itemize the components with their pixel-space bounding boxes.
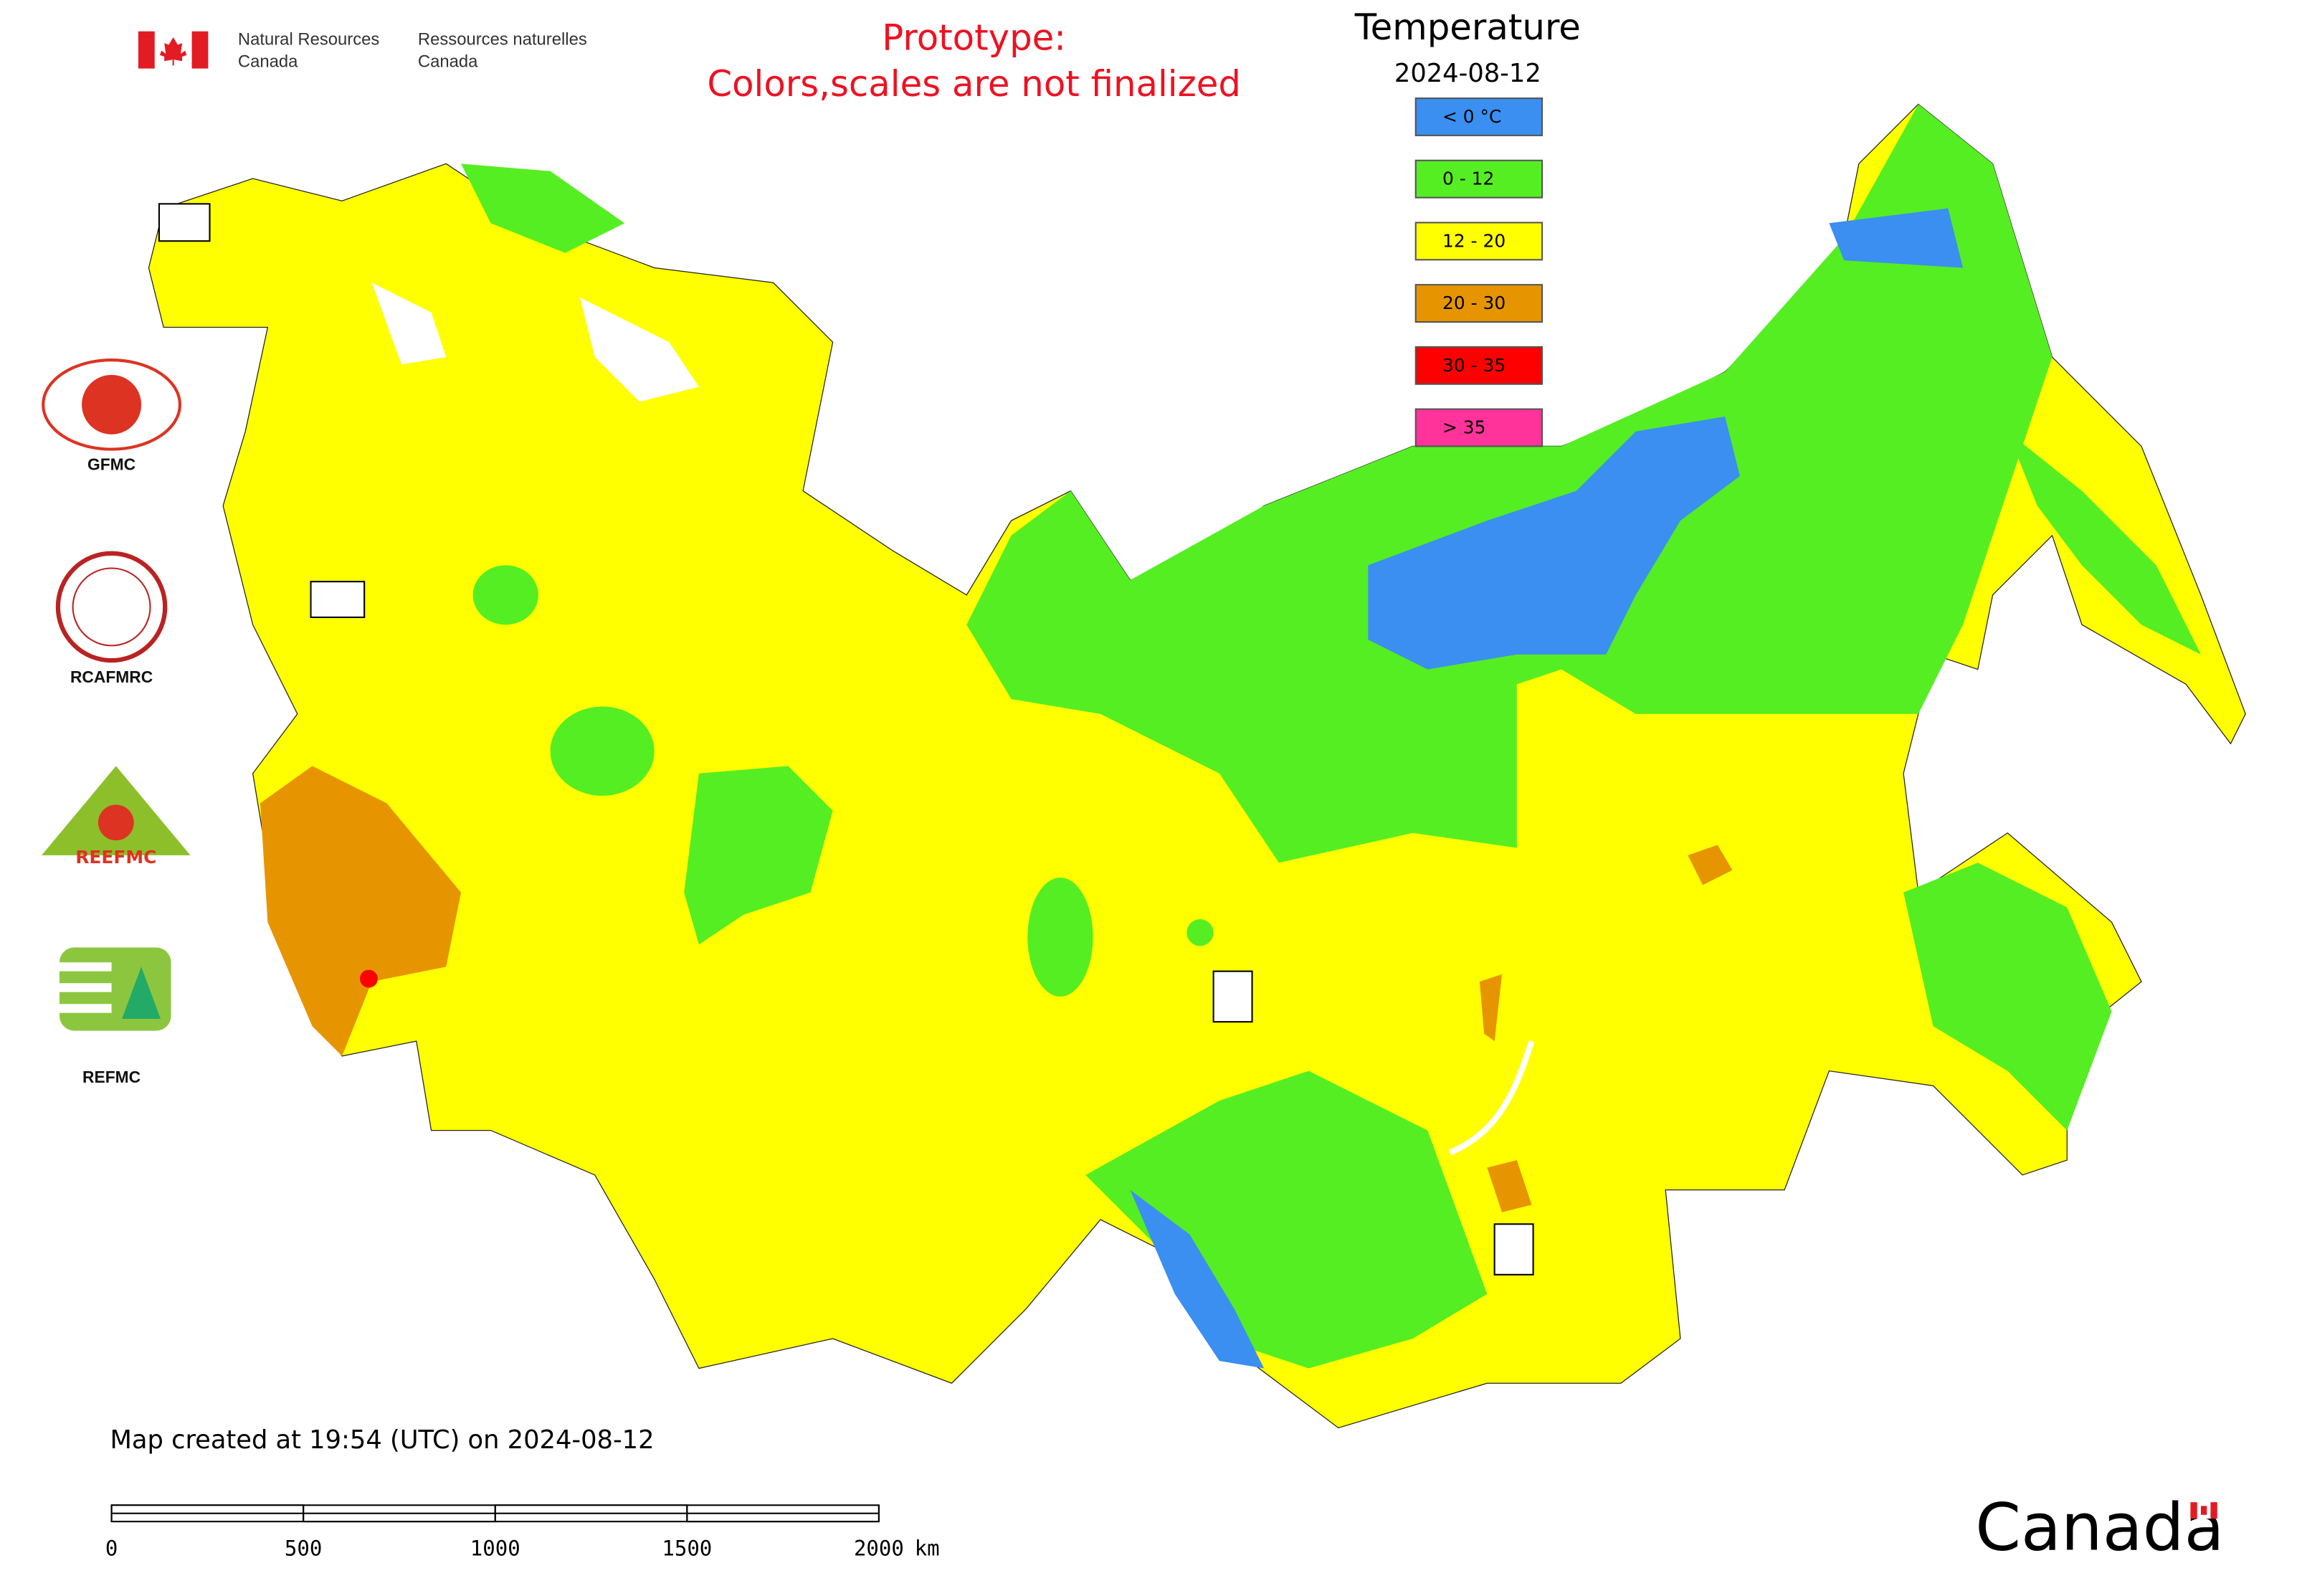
cool-region <box>1027 877 1093 997</box>
logo-text: REEFMC <box>75 847 156 868</box>
scale-tick-label: 0 <box>105 1536 118 1561</box>
cold-region <box>1130 1189 1265 1369</box>
cool-region <box>2007 431 2201 655</box>
warm-region <box>1688 845 1733 885</box>
scale-bar: 0 500 1000 1500 2000 km <box>105 1504 940 1561</box>
department-fr: Canada <box>418 52 478 72</box>
cold-region <box>1829 208 1964 268</box>
cold-region <box>1368 416 1740 670</box>
legend-swatch <box>1414 222 1544 261</box>
scale-segment <box>110 1504 305 1514</box>
legend-label: 12 - 20 <box>1442 230 1506 251</box>
refmc-logo <box>59 947 171 1031</box>
legend-label: 30 - 35 <box>1442 355 1506 376</box>
hot-spot <box>359 969 378 988</box>
legend-label: > 35 <box>1442 417 1485 438</box>
warm-region <box>1487 1160 1532 1212</box>
canada-flag <box>138 31 209 69</box>
logo-label: RCAFMRC <box>70 668 153 686</box>
water-body <box>579 298 699 402</box>
cool-region <box>461 163 625 253</box>
prototype-notice: Colors,scales are not finalized <box>707 63 1241 105</box>
warm-region <box>260 766 462 1056</box>
scale-segment <box>686 1512 880 1523</box>
department-fr: Ressources naturelles <box>418 29 587 49</box>
legend-swatch <box>1414 408 1544 447</box>
cool-region <box>1186 919 1214 946</box>
legend-title: Temperature <box>1354 6 1581 48</box>
scale-segment <box>303 1512 496 1523</box>
scale-tick-label: 1500 <box>662 1536 712 1561</box>
legend-swatch <box>1414 159 1544 199</box>
legend: < 0 °C 0 - 12 12 - 20 20 - 30 30 - 35 > 35 <box>1414 98 1544 447</box>
warm-region <box>1479 974 1503 1042</box>
cool-region <box>684 766 833 945</box>
legend-swatch <box>1414 284 1544 323</box>
gfmc-logo <box>42 358 182 451</box>
rcafmrc-logo <box>55 551 168 663</box>
scale-unit: km <box>915 1536 940 1561</box>
created-note: Map created at 19:54 (UTC) on 2024-08-12 <box>110 1425 654 1455</box>
scale-tick-label: 2000 <box>854 1536 904 1561</box>
legend-date: 2024-08-12 <box>1394 59 1541 88</box>
lake-baikal <box>1448 1040 1535 1156</box>
legend-label: 20 - 30 <box>1442 293 1506 313</box>
logo-label: REFMC <box>82 1068 141 1086</box>
wordmark-flag <box>2190 1502 2217 1519</box>
logo-label: GFMC <box>87 455 135 473</box>
cool-region <box>1903 863 2112 1131</box>
legend-label: < 0 °C <box>1442 106 1501 127</box>
cool-region <box>550 706 655 796</box>
cool-region <box>966 104 2053 863</box>
legend-label: 0 - 12 <box>1442 168 1494 189</box>
cool-region <box>1085 1070 1488 1369</box>
department-en: Canada <box>238 52 298 72</box>
water-body <box>371 282 447 365</box>
canada-wordmark: Canada <box>1975 1489 2224 1566</box>
scale-tick-label: 1000 <box>470 1536 520 1561</box>
station-markers <box>158 203 1534 1276</box>
scale-segment <box>494 1504 688 1514</box>
temperature-map <box>148 103 2246 1429</box>
legend-swatch <box>1414 346 1544 385</box>
cool-region <box>472 565 538 625</box>
legend-swatch <box>1414 98 1544 136</box>
department-en: Natural Resources <box>238 29 380 49</box>
reefmc-logo <box>42 766 191 855</box>
scale-tick-label: 500 <box>285 1536 322 1561</box>
prototype-notice: Prototype: <box>882 17 1066 59</box>
